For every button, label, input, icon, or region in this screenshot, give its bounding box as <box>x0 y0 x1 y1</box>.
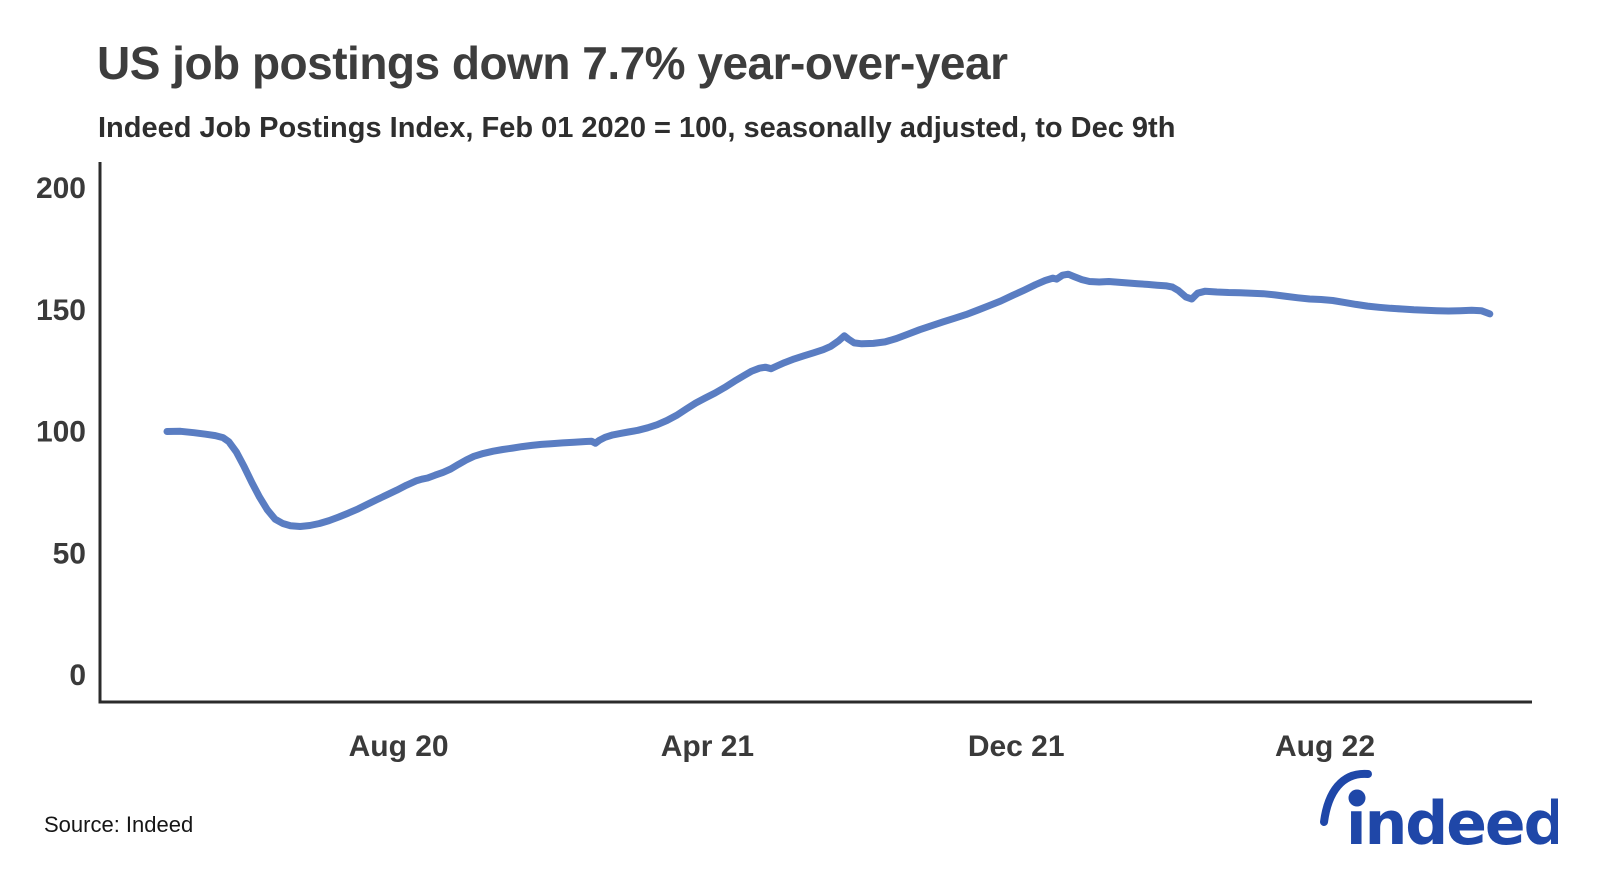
y-axis-tick-label: 0 <box>69 659 86 692</box>
x-axis-tick-label: Apr 21 <box>661 730 754 763</box>
y-axis-tick-label: 100 <box>36 416 86 449</box>
y-axis-tick-label: 50 <box>53 537 86 570</box>
chart-subtitle: Indeed Job Postings Index, Feb 01 2020 =… <box>98 112 1176 144</box>
source-note: Source: Indeed <box>44 812 194 837</box>
x-axis-tick-label: Aug 22 <box>1275 730 1375 763</box>
indeed-logo-text: ındeed <box>1346 789 1558 859</box>
x-axis-tick-label: Dec 21 <box>968 730 1065 763</box>
indeed-logo: ındeed <box>1320 769 1558 859</box>
indeed-logo-dot-icon <box>1348 789 1366 807</box>
indeed-logo-arc-icon <box>1320 769 1372 826</box>
y-axis-tick-label: 150 <box>36 294 86 327</box>
axes-spines <box>98 162 1532 704</box>
page-title: US job postings down 7.7% year-over-year <box>97 37 1008 89</box>
y-axis-tick-label: 200 <box>36 172 86 205</box>
x-axis-tick-label: Aug 20 <box>349 730 449 763</box>
job-postings-index-line <box>163 270 1494 530</box>
